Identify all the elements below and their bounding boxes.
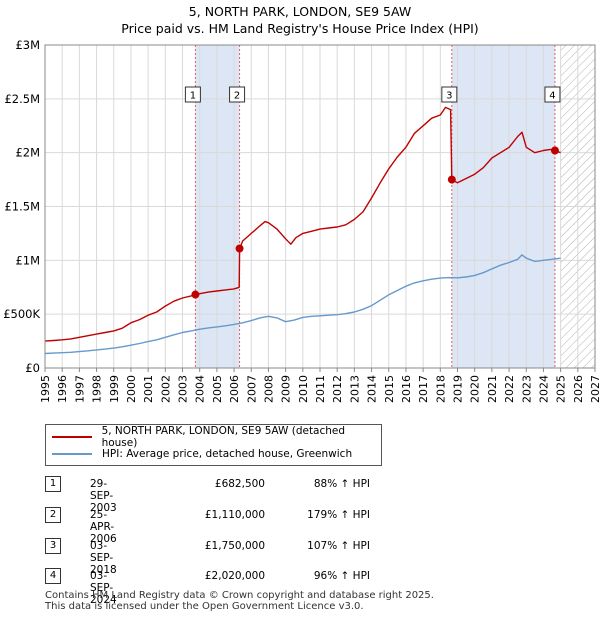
x-tick-label: 2017 xyxy=(417,375,430,403)
transaction-badge: 3 xyxy=(45,538,61,554)
y-tick-label: £3M xyxy=(15,38,40,52)
x-tick-label: 2019 xyxy=(452,375,465,403)
sale-point xyxy=(447,175,456,184)
transaction-price: £1,110,000 xyxy=(204,509,265,521)
y-tick-label: £1M xyxy=(15,253,40,267)
x-tick-label: 2001 xyxy=(142,375,155,403)
property-series-line xyxy=(44,106,561,342)
x-tick-label: 2015 xyxy=(383,375,396,403)
transaction-price: £682,500 xyxy=(214,478,265,490)
x-tick-label: 1996 xyxy=(56,375,69,403)
hpi-series-line xyxy=(44,254,561,355)
x-tick-label: 2013 xyxy=(348,375,361,403)
x-tick-label: 2023 xyxy=(520,375,533,403)
x-tick-label: 2007 xyxy=(245,375,258,403)
footer: Contains HM Land Registry data © Crown c… xyxy=(45,590,434,612)
x-tick-label: 2004 xyxy=(194,375,207,403)
marker-badge-label: 4 xyxy=(549,91,555,102)
x-tick-label: 2003 xyxy=(177,375,190,403)
transaction-badge: 2 xyxy=(45,507,61,523)
sale-point xyxy=(550,146,559,155)
x-tick-label: 2018 xyxy=(434,375,447,403)
legend-item-property: 5, NORTH PARK, LONDON, SE9 5AW (detached… xyxy=(52,425,381,449)
transaction-badge: 4 xyxy=(45,568,61,584)
x-tick-label: 2024 xyxy=(537,375,550,403)
x-tick-label: 2027 xyxy=(589,375,600,403)
legend-swatch-hpi xyxy=(52,453,92,455)
transaction-hpi: 107% ↑ HPI xyxy=(307,540,370,552)
marker-badge xyxy=(184,86,201,103)
marker-badge-label: 1 xyxy=(190,91,196,102)
legend-label-hpi: HPI: Average price, detached house, Gree… xyxy=(102,448,353,460)
x-tick-label: 2009 xyxy=(280,375,293,403)
transaction-date: 29-SEP-2003 xyxy=(90,478,117,514)
chart-title: 5, NORTH PARK, LONDON, SE9 5AW xyxy=(188,4,412,19)
price-chart: £0 £500K £1M £1.5M £2M £2.5M £3M 1995 1996 1997 19… xyxy=(3,38,600,403)
x-tick-label: 1995 xyxy=(39,375,52,403)
transaction-price: £2,020,000 xyxy=(204,570,265,582)
x-tick-label: 2002 xyxy=(159,375,172,403)
x-tick-label: 2026 xyxy=(572,375,585,403)
transaction-price: £1,750,000 xyxy=(204,540,265,552)
marker-badge xyxy=(441,86,458,103)
y-tick-label: £2M xyxy=(15,146,40,160)
footer-copyright: Contains HM Land Registry data © Crown c… xyxy=(45,590,434,601)
transaction-hpi: 96% ↑ HPI xyxy=(313,570,370,582)
x-tick-label: 1999 xyxy=(108,375,121,403)
x-tick-label: 2000 xyxy=(125,375,138,403)
legend-label-property: 5, NORTH PARK, LONDON, SE9 5AW (detached… xyxy=(101,425,346,449)
x-tick-label: 2008 xyxy=(262,375,275,403)
x-tick-label: 2005 xyxy=(211,375,224,403)
x-tick-label: 2020 xyxy=(469,375,482,403)
x-tick-label: 2021 xyxy=(486,375,499,403)
x-tick-label: 2025 xyxy=(555,375,568,403)
x-tick-label: 1997 xyxy=(73,375,86,403)
x-tick-label: 2012 xyxy=(331,375,344,403)
x-tick-label: 1998 xyxy=(91,375,104,403)
x-tick-label: 2011 xyxy=(314,375,327,403)
legend-item-hpi: HPI: Average price, detached house, Gree… xyxy=(52,446,352,462)
marker-badge-label: 3 xyxy=(446,91,452,102)
sale-point xyxy=(235,244,244,253)
footer-license: This data is licensed under the Open Gov… xyxy=(45,601,364,612)
transaction-date: 03-SEP-2018 xyxy=(90,540,117,576)
x-tick-label: 2014 xyxy=(366,375,379,403)
x-tick-label: 2022 xyxy=(503,375,516,403)
transaction-hpi: 88% ↑ HPI xyxy=(313,478,370,490)
marker-badge-label: 2 xyxy=(234,91,240,102)
x-tick-label: 2006 xyxy=(228,375,241,403)
transaction-date: 25-APR-2006 xyxy=(90,509,117,545)
transaction-date: 03-SEP-2024 xyxy=(90,570,117,606)
chart-subtitle: Price paid vs. HM Land Registry's House … xyxy=(121,21,479,36)
marker-badge xyxy=(544,86,561,103)
y-tick-label: £0 xyxy=(25,361,40,375)
legend: 5, NORTH PARK, LONDON, SE9 5AW (detached… xyxy=(45,424,382,466)
marker-badge xyxy=(229,86,246,103)
x-tick-label: 2016 xyxy=(400,375,413,403)
y-tick-label: £500K xyxy=(3,307,40,321)
x-tick-label: 2010 xyxy=(297,375,310,403)
y-tick-label: £2.5M xyxy=(4,92,40,106)
legend-swatch-property xyxy=(52,436,92,438)
y-tick-label: £1.5M xyxy=(4,200,40,214)
sale-point xyxy=(191,290,200,299)
transaction-badge: 1 xyxy=(45,476,61,492)
transaction-hpi: 179% ↑ HPI xyxy=(307,509,370,521)
